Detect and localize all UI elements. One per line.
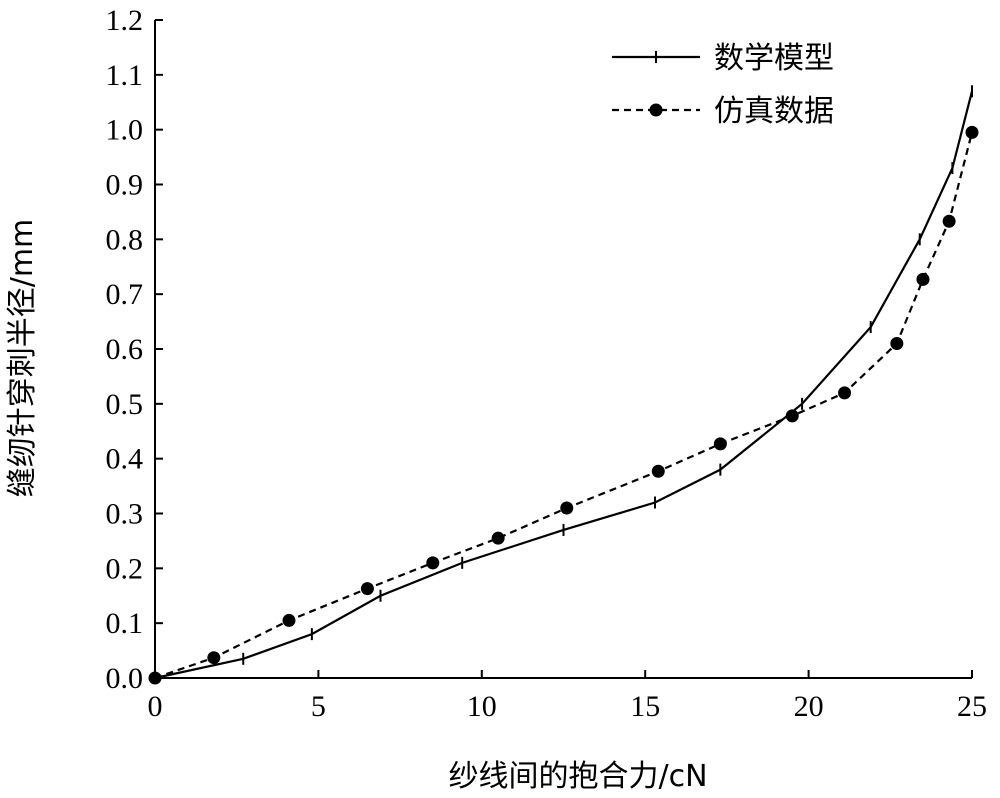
data-point [651, 464, 665, 478]
data-point [491, 531, 505, 545]
series-line [154, 132, 974, 680]
data-point [148, 671, 162, 685]
y-tick-label: 0.1 [106, 607, 144, 640]
data-point [713, 437, 727, 451]
data-point [838, 386, 852, 400]
data-point [965, 125, 979, 139]
data-point [942, 214, 956, 228]
axes: 0.00.10.20.30.40.50.60.70.80.91.01.11.2 … [106, 4, 988, 723]
y-tick-label: 0.4 [106, 443, 144, 476]
legend-item-2: 仿真数据 [612, 94, 834, 129]
data-point [282, 613, 296, 627]
data-point [890, 337, 904, 351]
data-point [207, 651, 221, 665]
y-tick-label: 0.0 [106, 662, 144, 695]
y-tick-label: 0.3 [106, 498, 144, 531]
x-tick-label: 15 [630, 690, 660, 723]
y-tick-label: 1.0 [106, 114, 144, 147]
y-tick-label: 0.7 [106, 278, 144, 311]
x-tick-label: 5 [311, 690, 326, 723]
series-line [154, 91, 974, 680]
series-2 [148, 125, 979, 685]
y-axis-title: 缝纫针穿刺半径/mm [5, 219, 40, 498]
x-axis-title: 纱线间的抱合力/cN [448, 759, 707, 794]
data-point [916, 272, 930, 286]
y-tick-label: 1.2 [106, 4, 144, 37]
x-axis-ticks: 0 5 10 15 20 25 [148, 670, 987, 723]
data-point [560, 501, 574, 515]
series-layer [148, 85, 979, 685]
series-1 [154, 85, 974, 680]
data-point [426, 556, 440, 570]
x-tick-label: 25 [957, 690, 987, 723]
data-point [785, 409, 799, 423]
x-tick-label: 10 [467, 690, 497, 723]
y-tick-label: 0.5 [106, 388, 144, 421]
data-point [360, 582, 374, 596]
legend-label: 仿真数据 [714, 94, 834, 129]
x-tick-label: 0 [148, 690, 163, 723]
y-tick-label: 1.1 [106, 59, 144, 92]
y-tick-label: 0.2 [106, 552, 144, 585]
y-tick-label: 0.6 [106, 333, 144, 366]
legend-label: 数学模型 [714, 41, 834, 76]
legend-marker [649, 103, 663, 117]
x-tick-label: 20 [794, 690, 824, 723]
legend-item-1: 数学模型 [612, 41, 834, 76]
y-tick-label: 0.9 [106, 169, 144, 202]
y-axis-ticks: 0.0 0.1 0.2 0.3 0.4 0.5 0.6 0.7 0.8 0.9 1.0 1.1 1.2 [106, 4, 163, 695]
y-tick-label: 0.8 [106, 223, 144, 256]
